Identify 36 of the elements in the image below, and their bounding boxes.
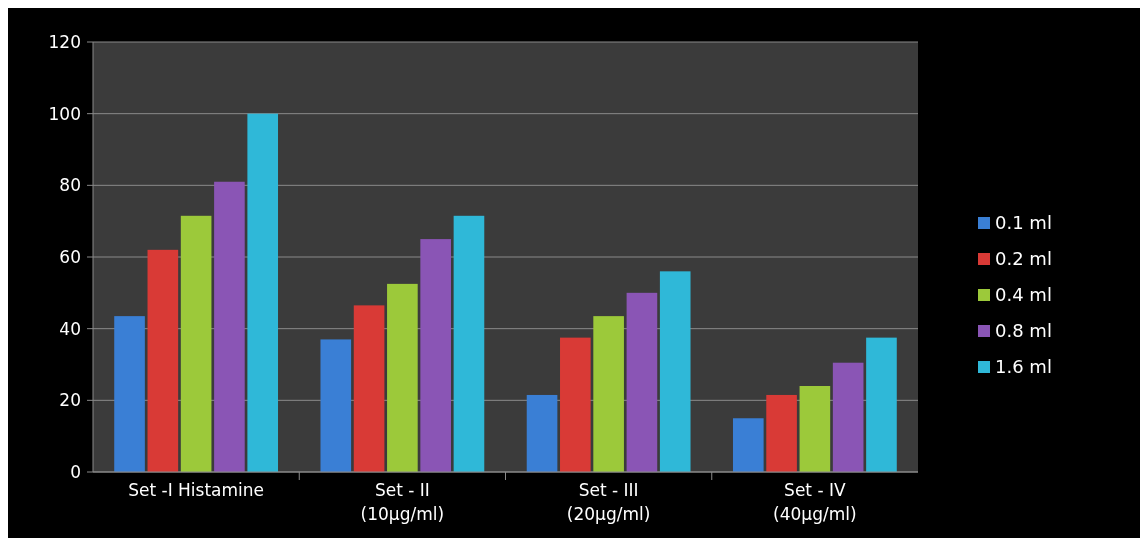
bar bbox=[799, 386, 831, 472]
bar bbox=[320, 339, 352, 472]
legend-label: 1.6 ml bbox=[995, 356, 1052, 378]
bar bbox=[387, 283, 418, 472]
y-tick-label: 60 bbox=[59, 246, 81, 267]
x-tick-label: Set - II (10µg/ml) bbox=[360, 480, 445, 524]
bar bbox=[659, 271, 691, 472]
x-tick-label: Set - III (20µg/ml) bbox=[566, 480, 651, 524]
bar bbox=[766, 394, 797, 472]
bar bbox=[832, 362, 864, 472]
bar bbox=[420, 239, 451, 472]
bar bbox=[353, 305, 385, 472]
bar bbox=[180, 215, 212, 472]
bar bbox=[593, 316, 624, 472]
y-tick-label: 0 bbox=[70, 461, 81, 482]
legend-label: 0.4 ml bbox=[995, 284, 1052, 306]
bar bbox=[560, 337, 591, 472]
bar bbox=[866, 337, 897, 472]
y-tick-label: 40 bbox=[59, 318, 81, 339]
legend-label: 0.8 ml bbox=[995, 320, 1052, 342]
bar bbox=[453, 215, 485, 472]
bar bbox=[247, 113, 279, 472]
bar bbox=[147, 249, 179, 472]
y-tick-label: 100 bbox=[48, 103, 81, 124]
bar bbox=[214, 181, 245, 472]
y-tick-label: 20 bbox=[59, 390, 81, 411]
y-tick-label: 120 bbox=[48, 31, 81, 52]
x-tick-label: Set - IV (40µg/ml) bbox=[773, 480, 857, 524]
bar bbox=[626, 292, 658, 472]
bar bbox=[526, 394, 558, 472]
x-tick-label: Set -I Histamine bbox=[128, 480, 265, 500]
legend-label: 0.2 ml bbox=[995, 248, 1052, 270]
legend-label: 0.1 ml bbox=[995, 212, 1052, 234]
bar bbox=[114, 316, 145, 472]
y-tick-label: 80 bbox=[59, 175, 81, 196]
bar bbox=[732, 418, 764, 472]
